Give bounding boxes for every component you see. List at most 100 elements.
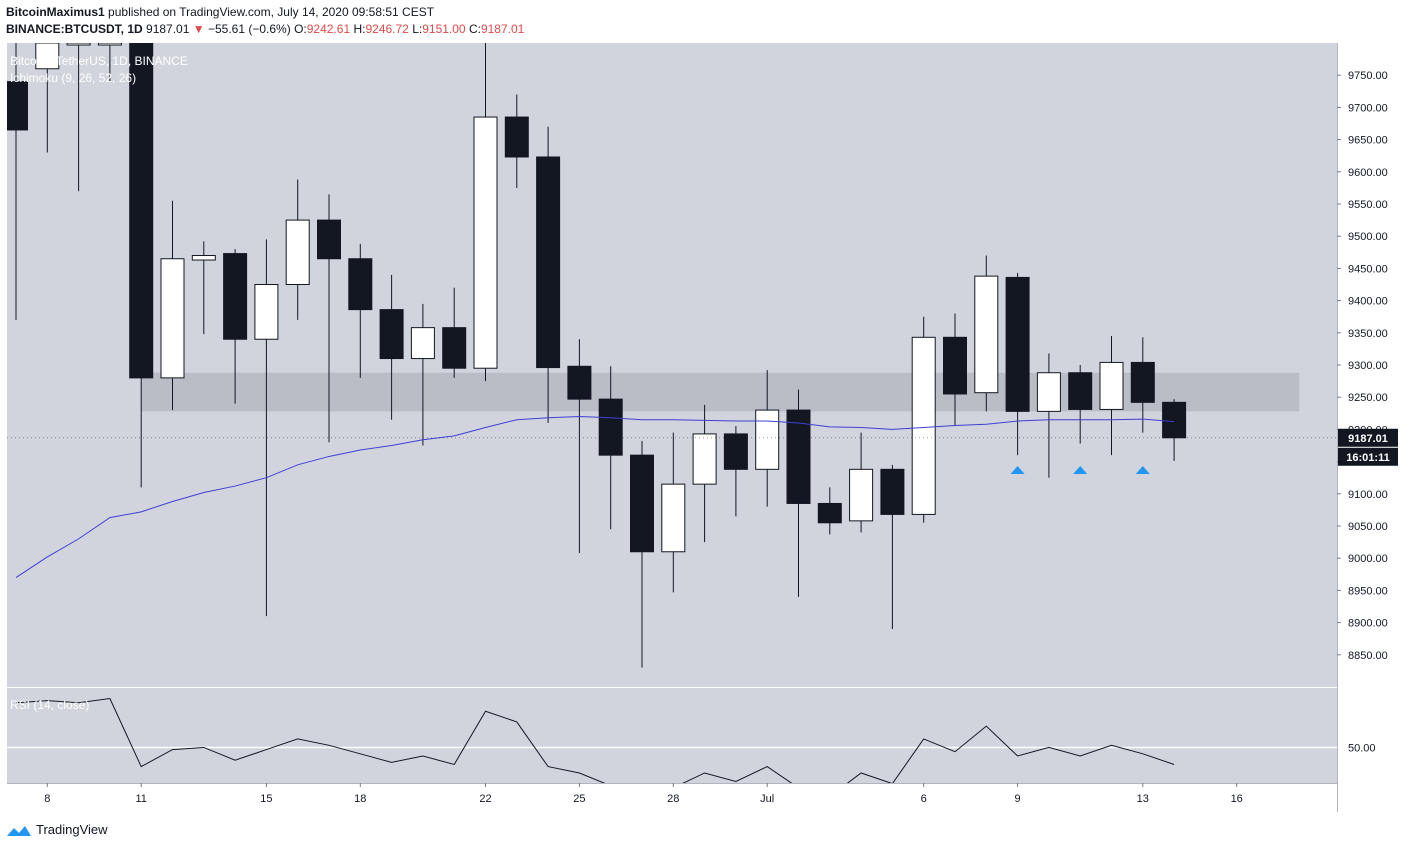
close-value: 9187.01	[480, 22, 525, 36]
countdown-badge-bg	[1338, 447, 1398, 466]
candle-0	[7, 43, 28, 320]
candle-5	[160, 200, 185, 411]
candle-20	[630, 440, 654, 668]
x-tick-label: 6	[921, 793, 927, 805]
down-arrow-icon: ▼	[192, 22, 205, 36]
y-tick-label: 9050.00	[1348, 521, 1388, 533]
up-triangle-marker-icon	[1073, 466, 1088, 474]
candle-22	[692, 404, 717, 543]
candle-body	[943, 336, 967, 395]
candle-21	[661, 432, 686, 593]
candle-body	[880, 468, 905, 515]
candle-37	[1162, 399, 1187, 461]
candle-body	[254, 284, 279, 340]
rsi-line	[15, 697, 1175, 783]
x-tick-label: 28	[667, 793, 679, 805]
candle-body	[160, 258, 185, 379]
y-tick-label: 8900.00	[1348, 618, 1388, 630]
candle-body	[567, 365, 592, 400]
y-tick-label: 8950.00	[1348, 585, 1388, 597]
candle-11	[348, 243, 373, 378]
candle-body	[35, 43, 60, 70]
candle-body	[1068, 372, 1093, 410]
y-tick-label: 9250.00	[1348, 392, 1388, 404]
open-value: 9242.61	[306, 22, 351, 36]
candle-33	[1036, 353, 1061, 478]
price-badge-bg	[1338, 428, 1398, 447]
up-triangle-marker-icon	[1010, 466, 1025, 474]
candle-15	[473, 43, 498, 382]
candle-body	[661, 483, 686, 553]
tradingview-logo[interactable]: TradingView	[6, 822, 108, 837]
y-tick-label: 9700.00	[1348, 102, 1388, 114]
candle-body	[473, 116, 498, 369]
candle-body	[786, 409, 811, 504]
candle-17	[536, 126, 561, 423]
candle-body	[191, 255, 216, 261]
price-badge: 9187.01	[1348, 433, 1388, 445]
candle-body	[1036, 372, 1061, 412]
y-tick-label: 9550.00	[1348, 199, 1388, 211]
x-tick-label: 16	[1231, 793, 1243, 805]
candle-body	[317, 219, 341, 260]
candle-body	[379, 309, 404, 360]
candle-body	[223, 253, 248, 340]
candle-13	[410, 303, 435, 446]
symbol-label[interactable]: BINANCE:BTCUSDT, 1D	[6, 22, 143, 36]
candle-30	[943, 313, 967, 427]
rsi-legend[interactable]: RSI (14, close)	[10, 698, 90, 712]
candle-25	[786, 389, 811, 597]
x-tick-label: 25	[573, 793, 585, 805]
candle-body	[723, 433, 748, 470]
candle-16	[504, 94, 529, 188]
candle-body	[974, 275, 999, 394]
y-tick-label: 9450.00	[1348, 263, 1388, 275]
candle-body	[630, 454, 654, 553]
candle-body	[129, 43, 154, 379]
candle-body	[348, 258, 373, 311]
candle-body	[504, 116, 529, 158]
x-tick-label: 11	[135, 793, 146, 805]
high-label: H:	[353, 22, 366, 36]
pair-legend[interactable]: Bitcoin / TetherUS, 1D, BINANCE	[10, 54, 188, 68]
candle-32	[1005, 272, 1030, 456]
y-tick-label: 9000.00	[1348, 553, 1388, 565]
candle-body	[285, 219, 310, 286]
x-tick-label: 9	[1015, 793, 1021, 805]
tradingview-cloud-icon	[7, 825, 31, 836]
candle-body	[66, 43, 91, 46]
candle-body	[442, 327, 467, 369]
rsi-tick-label: 50.00	[1348, 742, 1376, 754]
candle-body	[911, 336, 936, 515]
x-tick-label: 18	[354, 793, 366, 805]
x-tick-label: 22	[479, 793, 491, 805]
candle-4	[129, 43, 154, 488]
candle-27	[849, 432, 874, 533]
candle-8	[254, 239, 279, 617]
candle-body	[97, 43, 122, 46]
candle-23	[723, 426, 748, 517]
y-tick-label: 9500.00	[1348, 231, 1388, 243]
candle-9	[285, 179, 310, 320]
brand-name: TradingView	[36, 822, 108, 837]
support-zone	[141, 372, 1300, 412]
candle-body	[1130, 361, 1155, 403]
x-tick-label: 15	[260, 793, 272, 805]
candle-34	[1068, 365, 1093, 444]
up-triangle-marker-icon	[1135, 466, 1150, 474]
candle-body	[1099, 361, 1124, 410]
close-label: C:	[468, 22, 481, 36]
candle-body	[849, 468, 874, 522]
high-value: 9246.72	[365, 22, 409, 36]
candle-31	[974, 255, 999, 412]
rsi-pane-background	[7, 687, 1337, 783]
candle-14	[442, 287, 467, 378]
author-name[interactable]: BitcoinMaximus1	[6, 5, 105, 19]
x-tick-label: Jul	[760, 793, 774, 805]
candle-body	[1162, 401, 1187, 439]
candle-19	[598, 366, 623, 530]
candle-29	[911, 316, 936, 523]
ichimoku-legend[interactable]: Ichimoku (9, 26, 52, 26)	[10, 71, 137, 85]
y-tick-label: 9650.00	[1348, 135, 1388, 147]
